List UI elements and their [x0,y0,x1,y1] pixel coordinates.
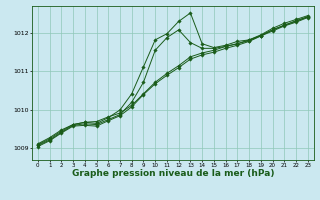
X-axis label: Graphe pression niveau de la mer (hPa): Graphe pression niveau de la mer (hPa) [72,169,274,178]
